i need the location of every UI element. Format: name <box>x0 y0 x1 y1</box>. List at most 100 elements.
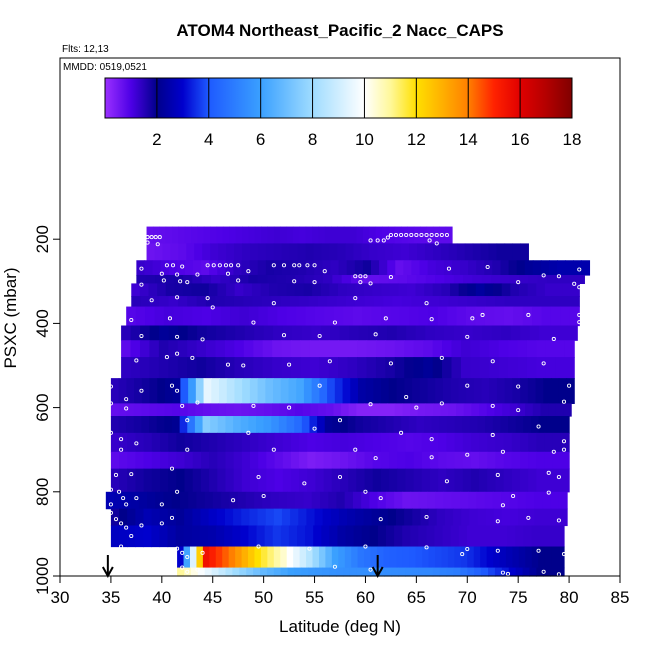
heatmap-cell <box>372 283 382 297</box>
heatmap-cell <box>187 340 198 358</box>
heatmap-cell <box>126 306 137 327</box>
heatmap-cell <box>187 296 198 308</box>
heatmap-cell <box>168 340 179 358</box>
data-point <box>446 266 452 271</box>
heatmap-cell <box>408 416 417 434</box>
heatmap-cell <box>333 306 344 327</box>
heatmap-cell <box>369 491 379 510</box>
data-point <box>271 263 276 268</box>
heatmap-cell <box>456 306 467 327</box>
data-point <box>108 510 113 515</box>
heatmap-cell <box>345 243 354 261</box>
heatmap-cell <box>360 274 371 285</box>
data-point <box>388 361 393 366</box>
heatmap-cell <box>440 403 449 417</box>
heatmap-cell <box>291 340 302 358</box>
heatmap-cell <box>215 357 226 379</box>
data-point <box>119 544 124 549</box>
heatmap-cell <box>171 491 181 510</box>
heatmap-cell <box>140 296 151 308</box>
data-point <box>388 232 393 238</box>
heatmap-cell <box>119 508 128 527</box>
heatmap-cell <box>528 468 537 493</box>
data-point <box>404 232 409 238</box>
heatmap-cell <box>290 432 300 453</box>
heatmap-cell <box>219 378 228 404</box>
heatmap-cell <box>440 243 450 261</box>
heatmap-cell <box>453 325 464 341</box>
heatmap-cell <box>184 226 192 245</box>
heatmap-cell <box>401 243 410 261</box>
heatmap-cell <box>177 340 188 358</box>
heatmap-cell <box>462 451 472 470</box>
heatmap-cell <box>295 491 305 510</box>
heatmap-cell <box>462 468 472 493</box>
heatmap-cell <box>263 416 272 434</box>
data-point <box>119 437 124 442</box>
heatmap-cell <box>377 325 388 341</box>
heatmap-cell <box>258 451 267 470</box>
heatmap-cell <box>389 546 397 569</box>
data-point <box>149 235 154 240</box>
heatmap-cell <box>424 416 433 434</box>
heatmap-cell <box>484 283 494 297</box>
heatmap-cell <box>330 325 341 341</box>
heatmap-cell <box>312 283 322 297</box>
data-point <box>353 274 358 279</box>
heatmap-cell <box>201 274 212 285</box>
heatmap-cell <box>233 451 243 470</box>
data-point <box>556 274 561 279</box>
heatmap-cell <box>222 546 230 569</box>
heatmap-cell <box>200 451 210 470</box>
heatmap-cell <box>444 508 454 527</box>
heatmap-cell <box>315 451 325 470</box>
heatmap-cell <box>286 416 295 434</box>
heatmap-cell <box>178 243 187 261</box>
heatmap-cell <box>135 306 146 327</box>
heatmap-cell <box>203 226 211 245</box>
heatmap-cell <box>472 325 483 341</box>
heatmap-cell <box>475 525 484 548</box>
data-point <box>117 489 122 494</box>
heatmap-cell <box>187 416 196 434</box>
data-point <box>434 232 439 238</box>
heatmap-cell <box>520 243 529 261</box>
heatmap-cell <box>375 357 386 379</box>
heatmap-cell <box>149 357 160 379</box>
heatmap-cell <box>114 491 123 510</box>
heatmap-cell <box>307 468 317 493</box>
heatmap-cell <box>156 416 165 434</box>
heatmap-cell <box>217 283 227 297</box>
heatmap-cell <box>473 546 481 569</box>
heatmap-cell <box>256 416 265 434</box>
heatmap-cell <box>258 306 269 327</box>
heatmap-cell <box>344 491 354 510</box>
heatmap-cell <box>454 468 464 493</box>
heatmap-cell <box>167 525 177 548</box>
heatmap-cell <box>187 403 196 417</box>
heatmap-cell <box>363 283 374 297</box>
data-point <box>505 571 511 576</box>
heatmap-cell <box>470 432 480 453</box>
colorbar-tick-label: 6 <box>256 130 265 149</box>
heatmap-cell <box>297 525 306 548</box>
heatmap-cell <box>196 296 207 308</box>
heatmap-cell <box>329 525 339 548</box>
data-point <box>577 312 582 318</box>
heatmap-cell <box>385 357 396 379</box>
data-point <box>175 388 180 393</box>
data-point <box>358 274 363 279</box>
heatmap-cell <box>271 416 280 434</box>
heatmap-cell <box>486 546 494 569</box>
data-point <box>322 269 327 274</box>
heatmap-cell <box>551 546 559 569</box>
heatmap-cell <box>493 508 503 527</box>
heatmap-cell <box>165 283 175 297</box>
heatmap-cell <box>294 416 303 434</box>
heatmap-cell <box>508 260 518 276</box>
heatmap-cell <box>412 378 421 404</box>
heatmap-cell <box>470 451 480 470</box>
heatmap-cell <box>545 357 556 379</box>
heatmap-cell <box>439 296 450 308</box>
heatmap-cell <box>311 325 322 341</box>
